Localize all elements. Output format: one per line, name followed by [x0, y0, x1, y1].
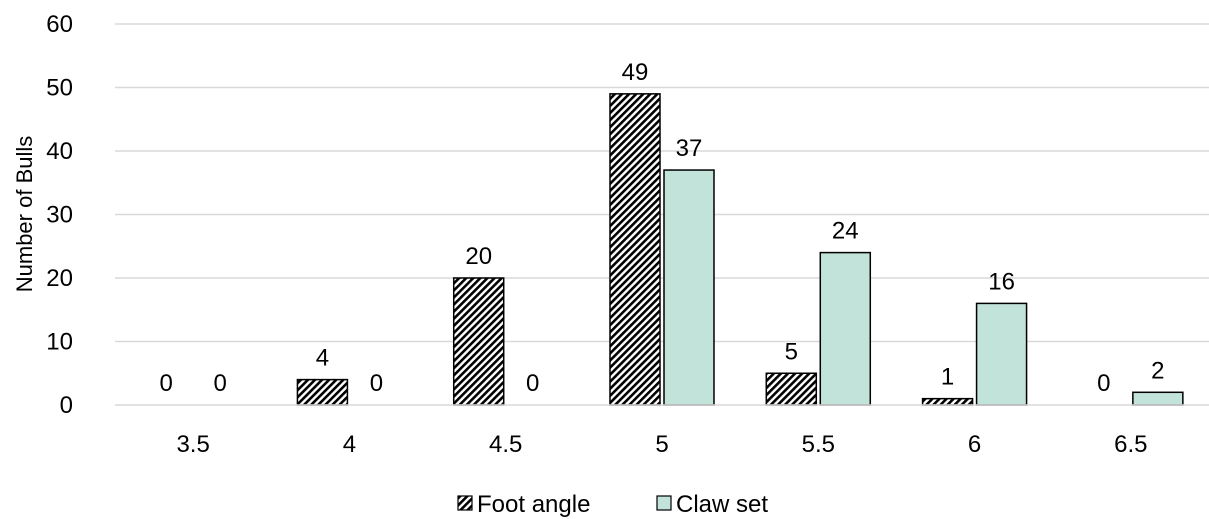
legend: Foot angle Claw set: [457, 491, 768, 518]
data-label: 0: [213, 370, 226, 397]
data-label: 5: [785, 338, 798, 365]
x-tick-label: 4.5: [489, 431, 522, 458]
data-label: 0: [159, 370, 172, 397]
x-tick-label: 3.5: [176, 431, 209, 458]
y-tick-label: 0: [60, 392, 73, 419]
data-label: 24: [832, 218, 859, 245]
bar-foot-angle: [765, 372, 818, 406]
data-label: 2: [1151, 357, 1164, 384]
bar-claw-set: [975, 302, 1028, 406]
x-tick-label: 4: [343, 431, 356, 458]
bar-foot-angle: [609, 93, 661, 406]
legend-swatch-claw-set: [656, 495, 672, 511]
data-labels: 0 4 20 49 5 1 0 0 0 0 37 24 16 2: [159, 59, 1164, 397]
legend-swatch-foot-angle: [457, 495, 473, 511]
y-tick-label: 60: [46, 11, 73, 38]
data-label: 1: [941, 364, 954, 391]
data-label: 49: [622, 59, 649, 86]
data-label: 0: [370, 370, 383, 397]
y-tick-label: 30: [46, 202, 73, 229]
legend-label-claw-set: Claw set: [676, 491, 768, 518]
bar-claw-set: [663, 169, 715, 406]
y-tick-label: 40: [46, 138, 73, 165]
bar-claw-set: [819, 251, 872, 406]
y-tick-label: 10: [46, 329, 73, 356]
y-axis-title: Number of Bulls: [12, 136, 37, 293]
gridlines: [115, 23, 1209, 343]
bars: [296, 93, 1184, 406]
bar-claw-set: [1132, 391, 1184, 406]
bar-foot-angle: [921, 397, 974, 406]
y-tick-label: 20: [46, 265, 73, 292]
data-label: 16: [988, 268, 1015, 295]
bar-foot-angle: [452, 277, 505, 406]
x-axis-ticks: 3.5 4 4.5 5 5.5 6 6.5: [176, 431, 1147, 458]
data-label: 0: [526, 370, 539, 397]
bar-foot-angle: [296, 378, 349, 406]
data-label: 4: [316, 345, 329, 372]
x-tick-label: 6: [968, 431, 981, 458]
x-tick-label: 5: [655, 431, 668, 458]
data-label: 0: [1097, 370, 1110, 397]
legend-label-foot-angle: Foot angle: [477, 491, 590, 518]
data-label: 37: [676, 135, 703, 162]
x-tick-label: 5.5: [802, 431, 835, 458]
data-label: 20: [465, 243, 492, 270]
x-tick-label: 6.5: [1114, 431, 1147, 458]
y-tick-label: 50: [46, 75, 73, 102]
y-axis-ticks: 0 10 20 30 40 50 60: [46, 11, 73, 419]
